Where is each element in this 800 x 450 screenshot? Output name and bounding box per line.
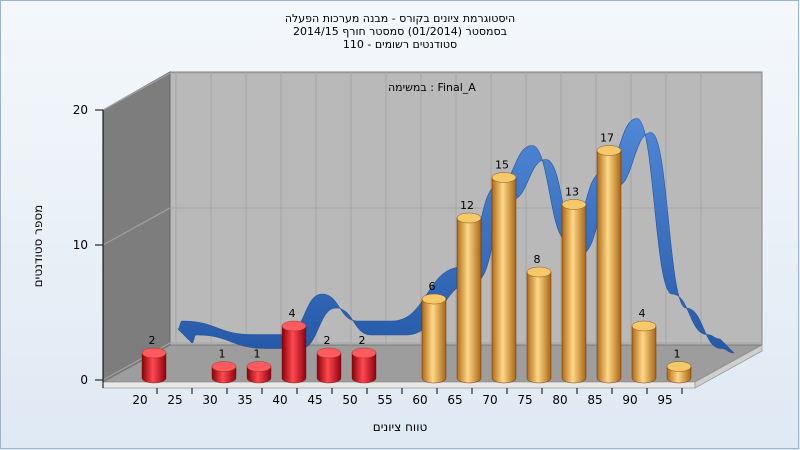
- data-label: 12: [460, 199, 474, 212]
- bar: [666, 361, 692, 384]
- bar-top: [141, 347, 167, 359]
- data-label: 1: [254, 348, 261, 361]
- bar-top: [316, 347, 342, 359]
- x-tick-label: 50: [342, 393, 357, 407]
- x-tick-label: 70: [482, 393, 497, 407]
- chart-annotation: Final_A : במשימה: [388, 81, 476, 94]
- y-tick-label: 10: [73, 238, 88, 252]
- x-tick-label: 55: [377, 393, 392, 407]
- bar-body: [526, 271, 552, 384]
- data-label: 4: [639, 307, 646, 320]
- bar: [491, 172, 517, 384]
- bar: [281, 320, 307, 384]
- bar-body: [631, 325, 657, 384]
- bar: [141, 347, 167, 384]
- x-tick-label: 40: [272, 393, 287, 407]
- data-label: 1: [219, 348, 226, 361]
- data-label: 1: [674, 348, 681, 361]
- bar-top: [456, 212, 482, 224]
- grid-line-side: [102, 72, 171, 111]
- ribbon-path: [177, 118, 735, 354]
- bar-body: [561, 204, 587, 384]
- bar-body: [491, 177, 517, 384]
- bar: [351, 347, 377, 384]
- data-label: 2: [149, 334, 156, 347]
- x-tick-label: 45: [307, 393, 322, 407]
- data-label: 8: [534, 253, 541, 266]
- x-tick-label: 80: [552, 393, 567, 407]
- data-label: 17: [600, 132, 614, 145]
- x-tick-label: 60: [412, 393, 427, 407]
- data-label: 4: [289, 307, 296, 320]
- bar-body: [421, 298, 447, 384]
- x-tick-label: 20: [132, 393, 147, 407]
- x-tick-label: 25: [167, 393, 182, 407]
- x-tick-label: 30: [202, 393, 217, 407]
- bar: [526, 266, 552, 384]
- bar-body: [316, 352, 342, 384]
- bar-top: [351, 347, 377, 359]
- chart-title-line-2: בסמסטר (01/2014) סמסטר חורף 2014/15: [293, 25, 507, 38]
- bar: [631, 320, 657, 384]
- bar-body: [351, 352, 377, 384]
- bar: [246, 361, 272, 384]
- bar: [316, 347, 342, 384]
- x-tick-label: 35: [237, 393, 252, 407]
- bar-top: [281, 320, 307, 332]
- bar: [596, 145, 622, 384]
- bars: [141, 145, 692, 384]
- x-tick-label: 90: [622, 393, 637, 407]
- chart-title-line-1: היסטוגרמת ציונים בקורס - מבנה מערכות הפע…: [284, 12, 516, 25]
- axes: 0 10 20 20 25 30 35 40 45 50 55 60 65 70 75 80 85 90 95: [73, 103, 683, 407]
- data-labels: 2 1 1 4 2 2 6 12 15 8 13 17 4 1: [149, 132, 681, 361]
- x-tick-label: 65: [447, 393, 462, 407]
- bar: [456, 212, 482, 384]
- bar-body: [456, 217, 482, 384]
- bar: [211, 361, 237, 384]
- data-label: 2: [324, 334, 331, 347]
- x-axis-label: טווח ציונים: [372, 420, 428, 434]
- bar-top: [491, 172, 517, 183]
- data-label: 13: [565, 186, 579, 199]
- bar-top: [421, 293, 447, 305]
- bar-top: [211, 361, 237, 372]
- bar-top: [246, 361, 272, 372]
- bar-top: [631, 320, 657, 332]
- chart-title-line-3: סטודנטים רשומים - 110: [342, 38, 458, 51]
- x-tick-label: 75: [517, 393, 532, 407]
- bar-body: [281, 325, 307, 384]
- bar: [421, 293, 447, 384]
- bar-top: [561, 199, 587, 210]
- distribution-ribbon: [177, 118, 735, 354]
- grid-line-side: [102, 207, 171, 246]
- y-tick-label: 0: [80, 373, 88, 387]
- bar-top: [666, 361, 692, 372]
- y-tick-label: 20: [73, 103, 88, 117]
- right-edge: [694, 344, 763, 389]
- bar-body: [141, 352, 167, 384]
- data-label: 6: [429, 280, 436, 293]
- data-label: 15: [495, 159, 509, 172]
- data-label: 2: [359, 334, 366, 347]
- y-axis-label: מספר סטודנטים: [31, 204, 45, 288]
- bar-top: [596, 145, 622, 156]
- bar: [561, 199, 587, 384]
- x-tick-label: 85: [587, 393, 602, 407]
- x-tick-label: 95: [657, 393, 672, 407]
- bar-top: [526, 266, 552, 278]
- bar-body: [596, 150, 622, 384]
